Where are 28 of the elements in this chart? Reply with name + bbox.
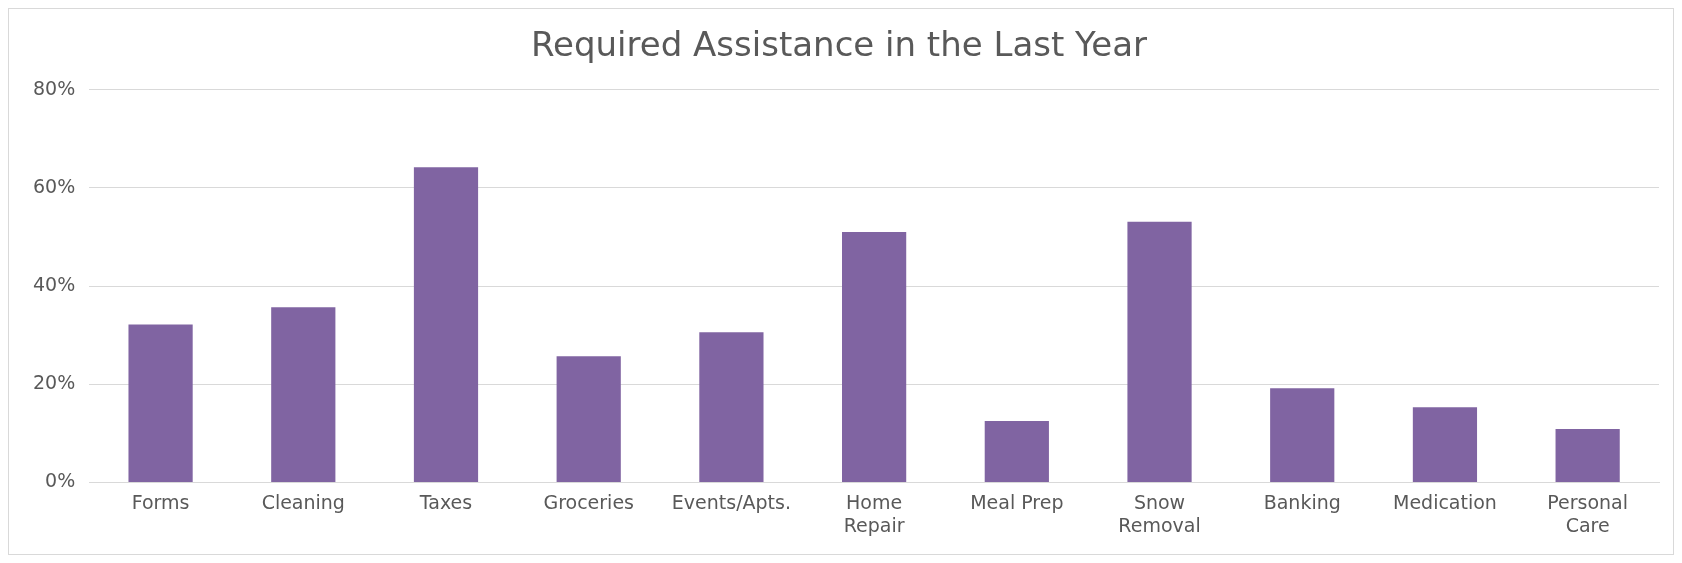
x-tick-label: Home Repair [843,490,905,536]
y-tick-label: 80% [33,76,76,99]
bar [1270,388,1335,482]
x-tick-label: Snow Removal [1118,490,1201,536]
bar [556,356,621,482]
bar [271,307,336,482]
y-tick-label: 0% [45,469,76,492]
bar [128,324,193,482]
bar [842,232,907,482]
y-tick-label: 60% [33,174,76,197]
bar [1412,407,1478,482]
x-tick-label: Events/Apts. [671,490,791,513]
x-tick-label: Banking [1263,490,1341,513]
x-tick-label: Cleaning [261,490,345,513]
bar [1127,221,1192,482]
bar [984,421,1049,482]
bar [1555,428,1620,482]
y-tick-label: 20% [33,371,76,394]
x-tick-label: Groceries [543,490,634,513]
bar [699,332,764,482]
x-tick-label: Taxes [418,490,473,513]
x-tick-label: Personal Care [1547,490,1629,536]
y-tick-label: 40% [33,273,76,296]
x-tick-label: Medication [1392,490,1497,513]
x-tick-label: Forms [131,490,190,513]
chart-title: Required Assistance in the Last Year [530,24,1148,65]
x-tick-label: Meal Prep [970,490,1064,513]
bar [413,167,479,482]
